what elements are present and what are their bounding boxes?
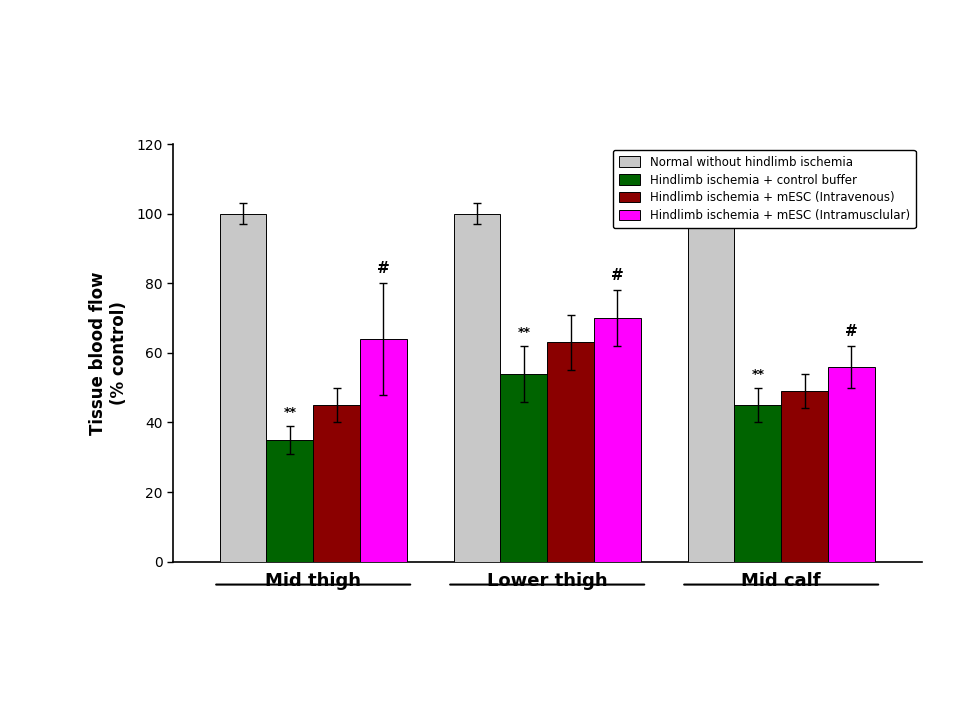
Bar [453, 214, 500, 562]
Text: **: ** [752, 368, 764, 381]
Bar [547, 343, 594, 562]
Bar [220, 214, 266, 562]
Text: #: # [377, 261, 390, 276]
Bar [828, 366, 875, 562]
Bar [266, 440, 313, 562]
Bar [360, 339, 407, 562]
Bar [734, 405, 781, 562]
Bar [781, 391, 828, 562]
Text: #: # [845, 324, 858, 339]
Text: #: # [611, 269, 624, 283]
Text: **: ** [283, 406, 297, 419]
Text: **: ** [517, 326, 530, 339]
Legend: Normal without hindlimb ischemia, Hindlimb ischemia + control buffer, Hindlimb i: Normal without hindlimb ischemia, Hindli… [613, 150, 916, 228]
Bar [313, 405, 360, 562]
Bar [687, 214, 734, 562]
Y-axis label: Tissue blood flow
(% control): Tissue blood flow (% control) [89, 271, 128, 435]
Bar [500, 374, 547, 562]
Bar [594, 318, 640, 562]
